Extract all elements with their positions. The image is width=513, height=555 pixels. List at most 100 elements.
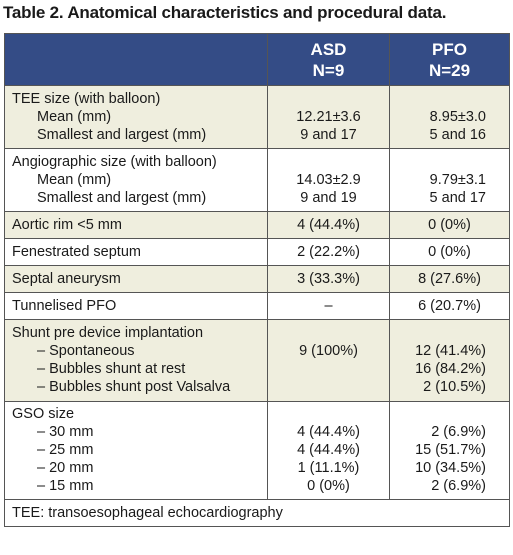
header-asd: ASD N=9: [267, 33, 390, 86]
cell-value: 9 (100%): [299, 343, 358, 359]
pfo-value-cell: 8 (27.6%): [389, 265, 510, 293]
pfo-value-cell: 0 (0%): [389, 238, 510, 266]
row-sublabel: Smallest and largest (mm): [37, 127, 207, 143]
cell-value: 5 and 17: [429, 190, 486, 206]
cell-value: 1 (11.1%): [297, 460, 360, 476]
cell-value: ​: [268, 378, 389, 396]
cell-value: ​: [390, 324, 509, 342]
cell-value: ​: [268, 90, 389, 108]
footnote-row: TEE: transoesophageal echocardiography: [4, 499, 510, 527]
asd-value-cell: ​12.21±3.6 9 and 17: [267, 85, 390, 149]
row-sublabel: Mean (mm): [37, 172, 112, 188]
cell-value: ​: [268, 324, 389, 342]
footnote: TEE: transoesophageal echocardiography: [4, 499, 510, 527]
table-row: Shunt pre device implantation – Spontaneo…: [4, 319, 510, 402]
table-row: Fenestrated septum 2 (22.2%) 0 (0%): [4, 238, 510, 266]
row-sublabel: Mean (mm): [37, 109, 112, 125]
row-sublabel: – 30 mm: [37, 424, 94, 440]
pfo-value-cell: 6 (20.7%): [389, 292, 510, 320]
cell-value: 0 (0%): [307, 478, 350, 494]
cell-value: 0 (0%): [428, 244, 471, 260]
table-row: GSO size– 30 mm– 25 mm– 20 mm– 15 mm​4 (…: [4, 401, 510, 500]
table-row: TEE size (with balloon) Mean (mm) Smallest…: [4, 85, 510, 149]
pfo-value-cell: 0 (0%): [389, 211, 510, 239]
row-heading: Angiographic size (with balloon): [12, 154, 217, 170]
cell-value: 12 (41.4%): [415, 343, 486, 359]
row-label-cell: Aortic rim <5 mm: [4, 211, 268, 239]
cell-value: 10 (34.5%): [415, 460, 486, 476]
header-pfo-label: PFO: [432, 39, 467, 59]
cell-value: 8 (27.6%): [418, 271, 481, 287]
asd-value-cell: –: [267, 292, 390, 320]
row-sublabel: – 20 mm: [37, 460, 94, 476]
cell-value: 16 (84.2%): [415, 361, 486, 377]
header-asd-n: N=9: [312, 60, 345, 80]
row-label-cell: GSO size – 30 mm – 25 mm – 20 mm – 15 mm: [4, 401, 268, 500]
cell-value: 4 (44.4%): [297, 442, 360, 458]
row-label-cell: Septal aneurysm: [4, 265, 268, 293]
asd-value-cell: 4 (44.4%): [267, 211, 390, 239]
table-title: Table 2. Anatomical characteristics and …: [3, 3, 447, 22]
row-sublabel: – 15 mm: [37, 478, 94, 494]
header-pfo-n: N=29: [428, 60, 471, 80]
cell-value: 8.95±3.0: [429, 109, 486, 125]
cell-value: –: [324, 298, 333, 314]
cell-value: 4 (44.4%): [297, 217, 360, 233]
pfo-value-cell: ​9.79±3.1 5 and 17: [389, 148, 510, 212]
header-empty-cell: [4, 33, 268, 86]
cell-value: 9 and 19: [300, 190, 357, 206]
row-sublabel: – Bubbles shunt at rest: [37, 361, 186, 377]
cell-value: 14.03±2.9: [296, 172, 361, 188]
row-heading: GSO size: [12, 406, 75, 422]
cell-value: 3 (33.3%): [297, 271, 360, 287]
table-row: Aortic rim <5 mm 4 (44.4%) 0 (0%): [4, 211, 510, 239]
asd-value-cell: ​9 (100%)​​: [267, 319, 390, 402]
asd-value-cell: ​4 (44.4%)4 (44.4%)1 (11.1%)0 (0%): [267, 401, 390, 500]
row-label-cell: Shunt pre device implantation – Spontaneo…: [4, 319, 268, 402]
cell-value: 9.79±3.1: [429, 172, 486, 188]
row-heading: Aortic rim <5 mm: [12, 217, 122, 233]
cell-value: 6 (20.7%): [418, 298, 481, 314]
table-row: Tunnelised PFO – 6 (20.7%): [4, 292, 510, 320]
pfo-value-cell: ​2 (6.9%)15 (51.7%)10 (34.5%)2 (6.9%): [389, 401, 510, 500]
cell-value: ​: [390, 405, 509, 423]
cell-value: ​: [268, 360, 389, 378]
header-pfo: PFO N=29: [389, 33, 510, 86]
header-row: ASD N=9 PFO N=29: [4, 33, 510, 86]
cell-value: 15 (51.7%): [415, 442, 486, 458]
cell-value: ​: [268, 153, 389, 171]
row-sublabel: – Bubbles shunt post Valsalva: [37, 379, 231, 395]
cell-value: 2 (22.2%): [297, 244, 360, 260]
row-sublabel: – Spontaneous: [37, 343, 135, 359]
row-heading: Fenestrated septum: [12, 244, 141, 260]
row-sublabel: – 25 mm: [37, 442, 94, 458]
cell-value: 12.21±3.6: [296, 109, 361, 125]
data-table: ASD N=9 PFO N=29 TEE size (with balloon) Me…: [4, 33, 510, 527]
row-sublabel: Smallest and largest (mm): [37, 190, 207, 206]
cell-value: ​: [268, 405, 389, 423]
table-row: Angiographic size (with balloon) Mean (mm…: [4, 148, 510, 212]
table-row: Septal aneurysm 3 (33.3%) 8 (27.6%): [4, 265, 510, 293]
cell-value: 2 (10.5%): [423, 379, 486, 395]
row-label-cell: Tunnelised PFO: [4, 292, 268, 320]
row-heading: Tunnelised PFO: [12, 298, 117, 314]
row-heading: TEE size (with balloon): [12, 91, 161, 107]
header-asd-label: ASD: [310, 39, 347, 59]
row-label-cell: Angiographic size (with balloon) Mean (mm…: [4, 148, 268, 212]
row-label-cell: Fenestrated septum: [4, 238, 268, 266]
cell-value: ​: [390, 90, 509, 108]
cell-value: 4 (44.4%): [297, 424, 360, 440]
cell-value: 2 (6.9%): [431, 424, 486, 440]
row-heading: Septal aneurysm: [12, 271, 121, 287]
asd-value-cell: ​14.03±2.9 9 and 19: [267, 148, 390, 212]
cell-value: 5 and 16: [429, 127, 486, 143]
row-label-cell: TEE size (with balloon) Mean (mm) Smallest…: [4, 85, 268, 149]
cell-value: 9 and 17: [300, 127, 357, 143]
cell-value: 0 (0%): [428, 217, 471, 233]
row-heading: Shunt pre device implantation: [12, 325, 204, 341]
asd-value-cell: 3 (33.3%): [267, 265, 390, 293]
cell-value: 2 (6.9%): [431, 478, 486, 494]
pfo-value-cell: ​12 (41.4%) 16 (84.2%) 2 (10.5%): [389, 319, 510, 402]
asd-value-cell: 2 (22.2%): [267, 238, 390, 266]
